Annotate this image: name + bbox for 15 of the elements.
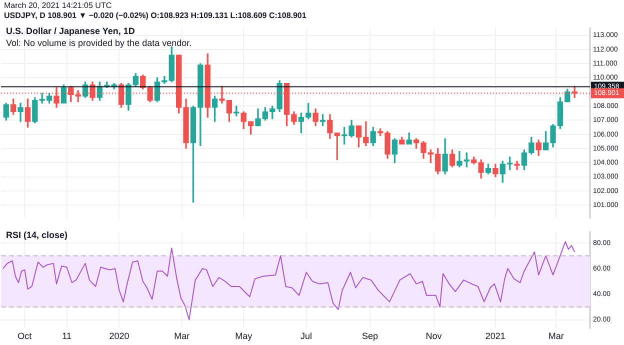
x-tick-label: Sep <box>362 331 378 342</box>
x-tick-label: 2020 <box>109 331 130 342</box>
chart-title: RSI (14, close) <box>6 229 68 241</box>
x-tick-label: Mar <box>548 331 564 342</box>
x-tick-label: May <box>235 331 253 342</box>
text: March 20, 2021 14:21:05 UTC <box>4 1 113 11</box>
x-tick-label: Oct <box>18 331 32 342</box>
chart-title: U.S. Dollar / Japanese Yen, 1D <box>6 25 136 37</box>
x-tick-label: 11 <box>62 331 72 342</box>
annotation: Vol: No volume is provided by the data vendor. <box>6 37 192 49</box>
x-tick-label: Jul <box>300 331 312 342</box>
x-tick-label: 2021 <box>485 331 506 342</box>
x-tick-label: Nov <box>426 331 442 342</box>
text: USDJPY, D 108.901 ▼ −0.020 (−0.02%) O:108.923 H:109.131 L:108.609 C:108.901 <box>4 11 306 21</box>
x-tick-label: Mar <box>174 331 190 342</box>
